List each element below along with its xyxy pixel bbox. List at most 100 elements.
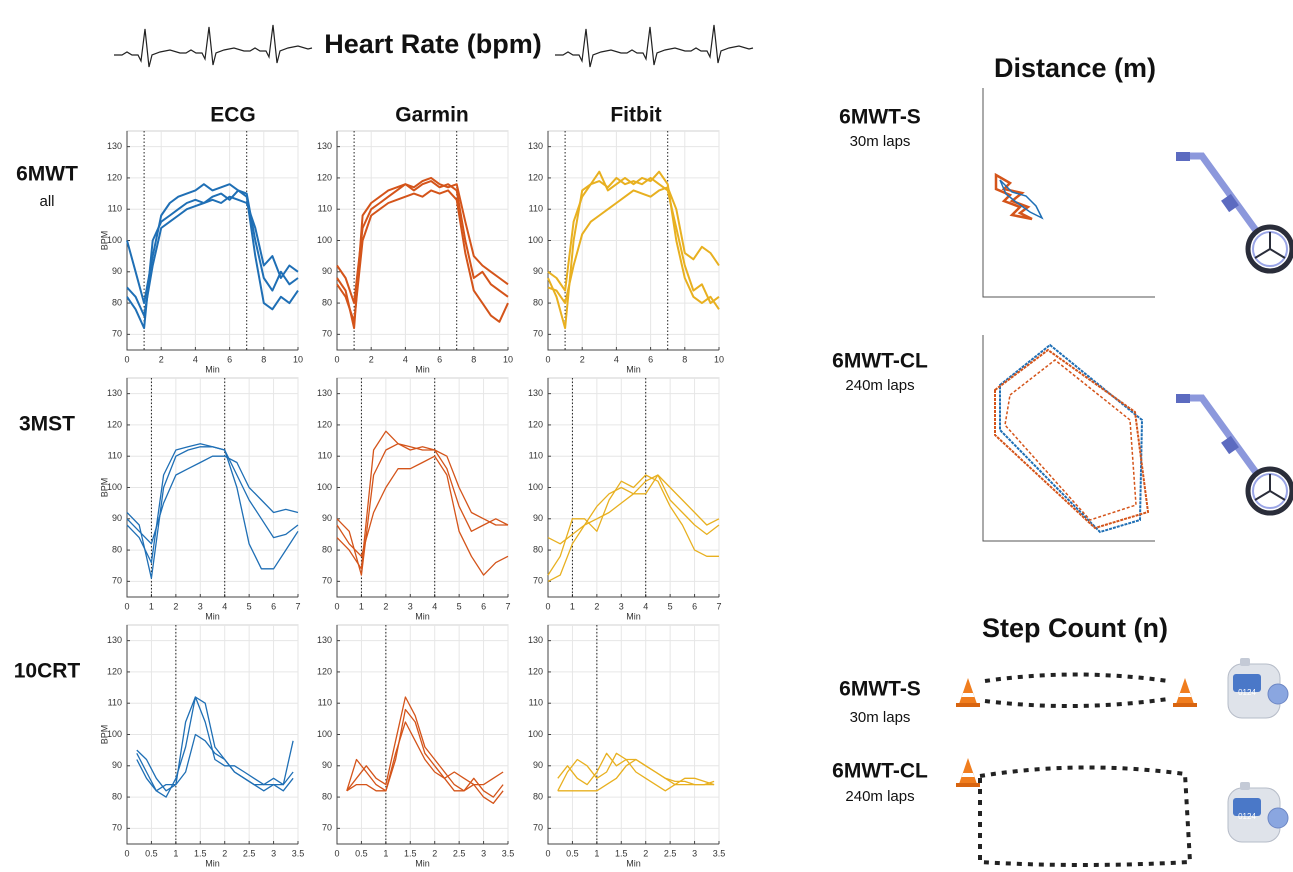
hr-chart: 70 80 90 100 110 120 130 0 2 4 6 8 10 Min [528, 130, 724, 374]
hr-line [346, 696, 504, 798]
x-tick-label: 2 [594, 601, 599, 611]
x-tick-label: 3 [408, 601, 413, 611]
y-tick-label: 70 [322, 576, 332, 586]
y-tick-label: 130 [107, 141, 122, 151]
x-tick-label: 2.5 [243, 848, 256, 858]
track-axes [982, 88, 1155, 298]
axis-line [336, 378, 508, 598]
x-tick-label: 6 [648, 354, 653, 364]
y-tick-label: 70 [533, 576, 543, 586]
hr-line [136, 733, 294, 792]
x-tick-label: 1.5 [404, 848, 417, 858]
y-tick-label: 90 [322, 760, 332, 770]
y-tick-label: 120 [317, 419, 332, 429]
gps-track [1004, 359, 1137, 521]
x-tick-label: 6 [437, 354, 442, 364]
y-tick-label: 110 [108, 698, 122, 708]
x-tick-label: 0.5 [355, 848, 368, 858]
x-tick-label: 2 [173, 601, 178, 611]
hr-line [126, 195, 299, 317]
x-tick-label: 2 [369, 354, 374, 364]
y-tick-label: 100 [317, 235, 332, 245]
heart-rate-title: Heart Rate (bpm) [324, 29, 542, 59]
x-tick-label: 10 [503, 354, 513, 364]
row-sublabel: all [39, 193, 54, 210]
x-tick-label: 0 [545, 601, 550, 611]
y-tick-label: 100 [317, 482, 332, 492]
row-label: 3MST [19, 413, 75, 436]
y-tick-label: 100 [107, 235, 122, 245]
hr-line [547, 474, 720, 545]
cone [1173, 678, 1197, 707]
column-title: Garmin [395, 104, 469, 127]
y-tick-label: 100 [107, 482, 122, 492]
y-tick-label: 80 [112, 791, 122, 801]
axis-line [336, 625, 508, 845]
y-tick-label: 110 [529, 204, 543, 214]
x-tick-label: 6 [692, 601, 697, 611]
x-tick-label: 3.5 [292, 848, 305, 858]
y-tick-label: 90 [533, 513, 543, 523]
y-tick-label: 110 [318, 451, 332, 461]
y-tick-label: 120 [107, 666, 122, 676]
x-tick-label: 2 [159, 354, 164, 364]
hr-line [336, 430, 508, 570]
axis-line [126, 625, 298, 845]
y-tick-label: 80 [533, 544, 543, 554]
y-tick-label: 70 [322, 823, 332, 833]
row-label: 6MWT [16, 163, 78, 186]
hr-chart: 70 80 90 100 110 120 130 0 0.5 1 1.5 2 2.5 3 3.5 Min [528, 624, 726, 868]
axis-line [547, 131, 719, 351]
column-title: ECG [210, 104, 256, 127]
hr-line [336, 180, 509, 330]
hr-line [557, 752, 715, 792]
x-tick-label: 0 [124, 354, 129, 364]
x-tick-label: 1.5 [194, 848, 207, 858]
y-tick-label: 70 [112, 823, 122, 833]
gps-track [999, 179, 1044, 220]
x-tick-label: 5 [457, 601, 462, 611]
y-tick-label: 130 [317, 141, 332, 151]
x-axis-label: Min [626, 364, 641, 374]
footsteps [978, 765, 1193, 867]
x-tick-label: 0 [124, 848, 129, 858]
axis-line [126, 378, 298, 598]
x-tick-label: 7 [716, 601, 721, 611]
x-tick-label: 4 [614, 354, 619, 364]
x-tick-label: 6 [271, 601, 276, 611]
measuring-wheel [1176, 394, 1292, 513]
x-tick-label: 1 [594, 848, 599, 858]
panel-sublabel: 30m laps [850, 709, 911, 726]
panel-label: 6MWT-S [839, 106, 921, 129]
y-tick-label: 90 [322, 513, 332, 523]
hr-line [557, 758, 715, 792]
panel-label: 6MWT-CL [832, 760, 928, 783]
x-tick-label: 4 [193, 354, 198, 364]
x-tick-label: 2.5 [453, 848, 466, 858]
x-tick-label: 8 [471, 354, 476, 364]
measuring-wheel [1176, 152, 1292, 271]
x-tick-label: 2 [383, 601, 388, 611]
x-tick-label: 4 [222, 601, 227, 611]
panel-label: 6MWT-S [839, 678, 921, 701]
x-tick-label: 5 [668, 601, 673, 611]
gps-track [994, 348, 1150, 530]
x-tick-label: 3.5 [713, 848, 726, 858]
hr-line [346, 721, 504, 792]
x-tick-label: 7 [295, 601, 300, 611]
x-tick-label: 0 [124, 601, 129, 611]
x-tick-label: 0 [334, 354, 339, 364]
y-tick-label: 100 [317, 729, 332, 739]
y-tick-label: 110 [529, 451, 543, 461]
x-tick-label: 2 [580, 354, 585, 364]
hr-chart: 70 80 90 100 110 120 130 0 1 2 3 4 5 6 7 Min [317, 377, 511, 621]
y-tick-label: 80 [322, 791, 332, 801]
y-tick-label: 130 [317, 635, 332, 645]
x-tick-label: 1 [173, 848, 178, 858]
hr-line [547, 186, 720, 305]
y-tick-label: 120 [107, 172, 122, 182]
x-axis-label: Min [415, 858, 430, 868]
cone [956, 758, 980, 787]
y-tick-label: 70 [112, 576, 122, 586]
y-tick-label: 130 [528, 635, 543, 645]
